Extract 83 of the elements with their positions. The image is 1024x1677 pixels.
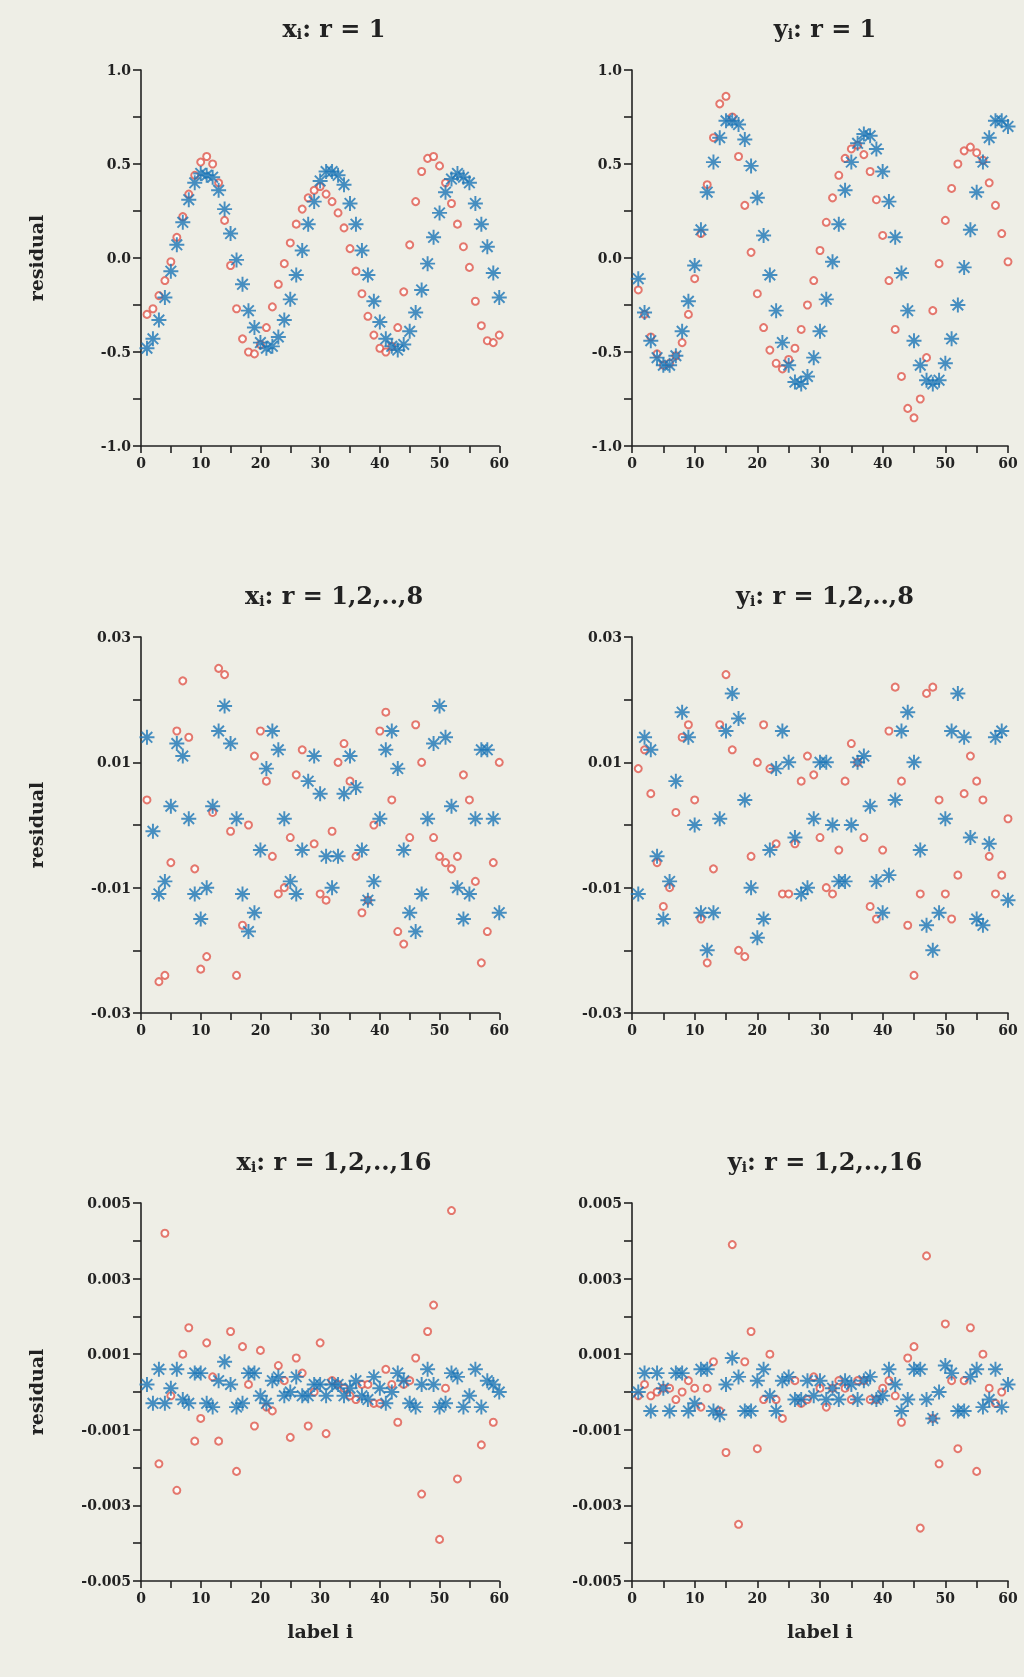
x-tick-label: 0: [627, 1022, 638, 1038]
x-tick-label: 10: [684, 455, 705, 471]
x-tick-label: 60: [489, 455, 510, 471]
y-tick-label: -0.003: [81, 1497, 131, 1514]
x-tick-label: 30: [310, 455, 331, 471]
x-tick-label: 30: [810, 1590, 830, 1606]
x-tick-label: 50: [935, 1590, 956, 1606]
x-tick-label: 20: [747, 455, 768, 471]
y-tick-label: 0.03: [96, 629, 131, 645]
y-axis-title: residual: [24, 781, 47, 869]
y-tick-label: 0.01: [587, 754, 622, 771]
y-tick-label: 0.001: [578, 1346, 622, 1363]
x-tick-label: 40: [370, 1022, 390, 1038]
y-tick-label: 0.003: [578, 1270, 622, 1287]
x-tick-label: 50: [429, 455, 450, 471]
x-tick-label: 10: [190, 1590, 211, 1606]
x-tick-label: 50: [935, 455, 956, 471]
x-tick-label: 60: [489, 1590, 510, 1606]
chart-title: yi: r = 1,2,..,8: [735, 580, 914, 610]
x-tick-label: 20: [250, 1022, 271, 1038]
x-tick-label: 10: [684, 1022, 705, 1038]
x-axis-title: label i: [787, 1619, 853, 1642]
y-tick-label: 1.0: [106, 62, 132, 78]
y-tick-label: 0.005: [578, 1195, 622, 1211]
y-tick-label: 1.0: [597, 62, 623, 78]
x-tick-label: 30: [810, 1022, 830, 1038]
y-tick-label: 0.01: [96, 754, 131, 771]
y-tick-label: 0.0: [106, 250, 132, 266]
x-tick-label: 20: [250, 455, 271, 471]
y-tick-label: -0.03: [582, 1005, 622, 1021]
y-axis-title: residual: [24, 214, 47, 302]
x-tick-label: 0: [627, 1590, 638, 1606]
x-tick-label: 0: [136, 1590, 147, 1606]
chart-title: yi: r = 1: [772, 13, 877, 43]
y-tick-label: -0.01: [582, 879, 622, 896]
x-tick-label: 10: [190, 455, 211, 471]
y-tick-label: 0.005: [87, 1195, 131, 1211]
x-axis-title: label i: [287, 1619, 354, 1642]
x-tick-label: 10: [190, 1022, 211, 1038]
x-tick-label: 50: [935, 1022, 956, 1038]
chart-title: yi: r = 1,2,..,16: [726, 1146, 923, 1176]
chart-title: xi: r = 1,2,..,8: [244, 580, 424, 610]
x-tick-label: 60: [998, 455, 1018, 471]
y-tick-label: -0.5: [591, 344, 622, 360]
x-tick-label: 0: [136, 1022, 147, 1038]
y-tick-label: 0.5: [106, 156, 131, 172]
chart-title: xi: r = 1: [282, 13, 386, 43]
x-tick-label: 20: [747, 1590, 768, 1606]
x-tick-label: 20: [250, 1590, 271, 1606]
y-tick-label: -1.0: [100, 438, 132, 454]
x-tick-label: 0: [136, 455, 147, 471]
y-tick-label: -0.001: [572, 1421, 622, 1438]
x-tick-label: 50: [429, 1590, 450, 1606]
y-tick-label: -0.01: [91, 879, 131, 896]
x-tick-label: 0: [627, 455, 638, 471]
y-tick-label: -0.005: [572, 1573, 622, 1589]
y-tick-label: 0.03: [587, 629, 622, 645]
x-tick-label: 30: [810, 455, 830, 471]
y-tick-label: 0.001: [87, 1346, 131, 1363]
x-tick-label: 30: [310, 1022, 331, 1038]
y-tick-label: -0.03: [91, 1005, 131, 1021]
y-tick-label: -0.5: [100, 344, 131, 360]
x-tick-label: 10: [684, 1590, 705, 1606]
x-tick-label: 50: [429, 1022, 450, 1038]
y-tick-label: 0.5: [597, 156, 622, 172]
y-tick-label: 0.003: [87, 1270, 131, 1287]
y-tick-label: 0.0: [597, 250, 623, 266]
x-tick-label: 40: [370, 1590, 390, 1606]
y-axis-title: residual: [24, 1348, 47, 1436]
y-tick-label: -1.0: [591, 438, 623, 454]
x-tick-label: 60: [998, 1022, 1018, 1038]
x-tick-label: 60: [489, 1022, 510, 1038]
x-tick-label: 30: [310, 1590, 331, 1606]
y-tick-label: -0.003: [572, 1497, 622, 1514]
x-tick-label: 20: [747, 1022, 768, 1038]
x-tick-label: 40: [872, 1590, 893, 1606]
y-tick-label: -0.005: [81, 1573, 131, 1589]
x-tick-label: 40: [872, 1022, 893, 1038]
chart-title: xi: r = 1,2,..,16: [236, 1146, 432, 1176]
x-tick-label: 60: [998, 1590, 1018, 1606]
x-tick-label: 40: [370, 455, 390, 471]
x-tick-label: 40: [872, 455, 893, 471]
y-tick-label: -0.001: [81, 1421, 131, 1438]
